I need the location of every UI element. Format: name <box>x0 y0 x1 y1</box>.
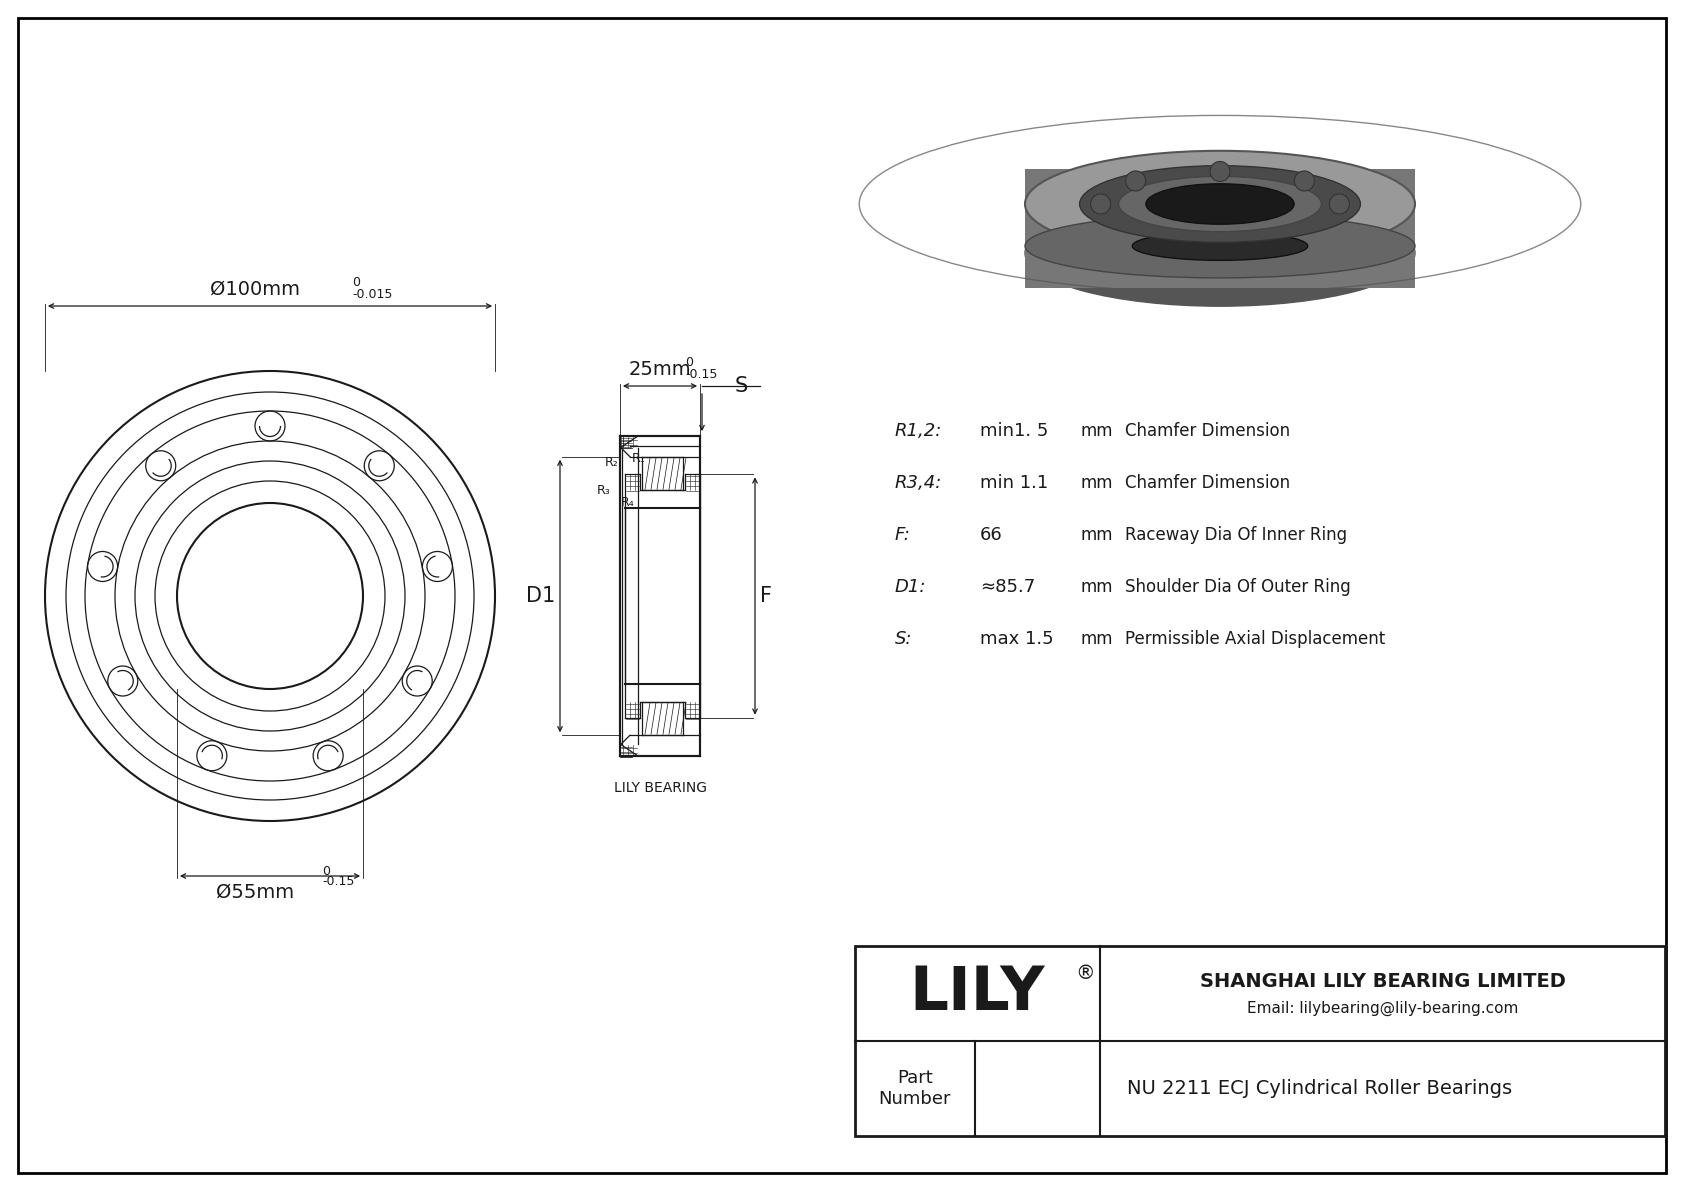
Text: LILY BEARING: LILY BEARING <box>613 781 707 796</box>
Ellipse shape <box>1026 214 1415 278</box>
Text: Part
Number: Part Number <box>879 1070 951 1108</box>
Text: -0.15: -0.15 <box>685 368 717 381</box>
Text: Shoulder Dia Of Outer Ring: Shoulder Dia Of Outer Ring <box>1125 578 1351 596</box>
FancyBboxPatch shape <box>1026 169 1415 288</box>
Text: min 1.1: min 1.1 <box>980 474 1047 492</box>
Bar <box>855 946 1665 1136</box>
Text: NU 2211 ECJ Cylindrical Roller Bearings: NU 2211 ECJ Cylindrical Roller Bearings <box>1127 1079 1512 1098</box>
Text: 25mm: 25mm <box>628 360 692 379</box>
Text: R1,2:: R1,2: <box>894 422 943 439</box>
Text: mm: mm <box>1079 474 1113 492</box>
Ellipse shape <box>1026 200 1415 306</box>
Text: Ø100mm: Ø100mm <box>210 280 300 299</box>
Text: S: S <box>734 376 748 395</box>
Text: ®: ® <box>1074 964 1095 983</box>
Text: R₃: R₃ <box>596 485 610 498</box>
Text: ≈85.7: ≈85.7 <box>980 578 1036 596</box>
Text: -0.15: -0.15 <box>322 875 354 888</box>
Text: 66: 66 <box>980 526 1002 544</box>
Text: S:: S: <box>894 630 913 648</box>
Text: 0: 0 <box>685 356 694 369</box>
Text: D1: D1 <box>525 586 556 606</box>
Text: Email: lilybearing@lily-bearing.com: Email: lilybearing@lily-bearing.com <box>1246 1000 1519 1016</box>
Circle shape <box>1211 162 1229 181</box>
Text: Chamfer Dimension: Chamfer Dimension <box>1125 422 1290 439</box>
Text: R₄: R₄ <box>621 497 635 510</box>
Text: mm: mm <box>1079 630 1113 648</box>
Text: SHANGHAI LILY BEARING LIMITED: SHANGHAI LILY BEARING LIMITED <box>1199 972 1566 991</box>
Ellipse shape <box>1145 183 1293 224</box>
Circle shape <box>1091 194 1111 214</box>
Text: min1. 5: min1. 5 <box>980 422 1049 439</box>
Ellipse shape <box>1026 151 1415 257</box>
Text: mm: mm <box>1079 422 1113 439</box>
Text: 0: 0 <box>352 276 360 289</box>
Ellipse shape <box>1132 180 1308 227</box>
Text: Permissible Axial Displacement: Permissible Axial Displacement <box>1125 630 1386 648</box>
Circle shape <box>1125 172 1145 191</box>
Text: Raceway Dia Of Inner Ring: Raceway Dia Of Inner Ring <box>1125 526 1347 544</box>
Text: mm: mm <box>1079 578 1113 596</box>
Text: mm: mm <box>1079 526 1113 544</box>
Text: R₁: R₁ <box>632 451 645 464</box>
Text: F:: F: <box>894 526 911 544</box>
Text: -0.015: -0.015 <box>352 288 392 301</box>
Circle shape <box>1329 194 1349 214</box>
Text: max 1.5: max 1.5 <box>980 630 1054 648</box>
Text: Ø55mm: Ø55mm <box>216 883 295 902</box>
Text: Chamfer Dimension: Chamfer Dimension <box>1125 474 1290 492</box>
Ellipse shape <box>1118 176 1322 232</box>
Text: R₂: R₂ <box>605 456 618 469</box>
Text: R3,4:: R3,4: <box>894 474 943 492</box>
Circle shape <box>1295 172 1315 191</box>
Text: D1:: D1: <box>894 578 926 596</box>
Ellipse shape <box>1132 231 1308 261</box>
Text: 0: 0 <box>322 865 330 878</box>
Ellipse shape <box>1079 166 1361 242</box>
Text: F: F <box>759 586 771 606</box>
Text: LILY: LILY <box>909 964 1046 1023</box>
